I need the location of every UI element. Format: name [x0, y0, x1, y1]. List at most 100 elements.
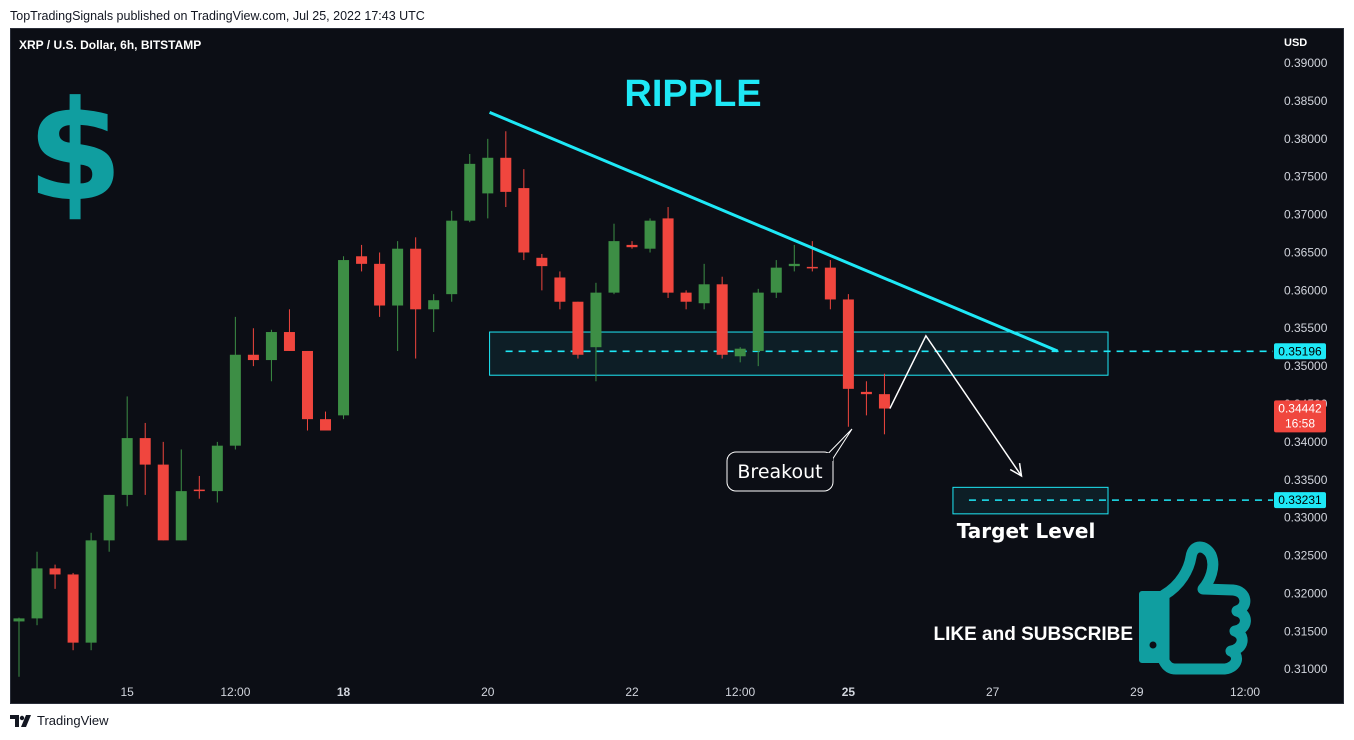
- candle-body: [554, 277, 566, 302]
- dollar-sign-icon: $: [27, 71, 123, 232]
- candle: [806, 241, 818, 272]
- candle-body: [392, 248, 404, 306]
- candle: [500, 131, 512, 208]
- candle-body: [626, 244, 638, 248]
- candle-body: [500, 157, 512, 192]
- candle-body: [31, 568, 43, 619]
- y-tick-label: 0.34000: [1284, 435, 1328, 449]
- candle: [464, 154, 476, 223]
- symbol-label: XRP / U.S. Dollar, 6h, BITSTAMP: [19, 38, 201, 52]
- candle: [13, 617, 25, 677]
- candle-body: [482, 157, 494, 194]
- chart-area[interactable]: $ RIPPLE XRP / U.S. Dollar, 6h, BITSTAMP…: [10, 28, 1344, 704]
- countdown-label: 16:58: [1285, 416, 1315, 430]
- projection-path: [889, 334, 1023, 477]
- y-tick-label: 0.37500: [1284, 170, 1328, 184]
- candle: [734, 347, 746, 363]
- y-tick-label: 0.36500: [1284, 245, 1328, 259]
- y-tick-label: 0.31500: [1284, 624, 1328, 638]
- currency-label: USD: [1284, 37, 1307, 49]
- target-zone: [952, 486, 1109, 515]
- candle-body: [806, 266, 818, 269]
- candle: [356, 244, 368, 272]
- tradingview-footer[interactable]: TradingView: [10, 713, 109, 728]
- candle: [680, 290, 692, 310]
- candle: [842, 294, 854, 427]
- candle: [374, 252, 386, 317]
- candle-body: [139, 438, 151, 465]
- candle: [320, 411, 332, 431]
- y-tick-label: 0.32500: [1284, 549, 1328, 563]
- candle: [752, 288, 764, 367]
- y-tick-label: 0.31000: [1284, 662, 1328, 676]
- candle: [554, 271, 566, 310]
- candle-body: [878, 394, 890, 409]
- candlestick-chart[interactable]: $ RIPPLE XRP / U.S. Dollar, 6h, BITSTAMP…: [11, 29, 1344, 704]
- candle: [31, 551, 43, 626]
- candle-body: [428, 300, 440, 310]
- y-tick-label: 0.32000: [1284, 586, 1328, 600]
- y-tick-label: 0.38000: [1284, 132, 1328, 146]
- candle: [265, 329, 277, 382]
- y-tick-label: 0.36000: [1284, 283, 1328, 297]
- x-tick-label: 15: [121, 685, 135, 699]
- candle-body: [193, 489, 205, 492]
- candle-body: [320, 419, 332, 431]
- candle: [211, 441, 223, 503]
- candle-body: [338, 260, 350, 416]
- x-tick-label: 12:00: [725, 685, 755, 699]
- candle: [139, 422, 151, 495]
- candle-body: [662, 218, 674, 293]
- price-label: 0.33231: [1278, 493, 1322, 507]
- candle: [428, 294, 440, 333]
- candle-body: [13, 618, 25, 622]
- candle: [536, 254, 548, 291]
- candle-body: [698, 284, 710, 304]
- candle-body: [788, 263, 800, 267]
- candles-layer: [13, 131, 890, 677]
- candle: [103, 494, 115, 552]
- candle-body: [175, 491, 187, 541]
- x-tick-label: 18: [337, 685, 351, 699]
- candle: [518, 169, 530, 261]
- descending-trendline: [489, 110, 1059, 353]
- price-label: 0.35196: [1278, 344, 1322, 358]
- candle: [229, 316, 241, 450]
- candle-body: [85, 540, 97, 643]
- candle: [626, 241, 638, 249]
- candle-body: [67, 574, 79, 643]
- candle: [283, 309, 295, 351]
- candle: [572, 301, 584, 359]
- y-tick-label: 0.33000: [1284, 511, 1328, 525]
- candle-body: [247, 354, 259, 361]
- candle: [301, 350, 313, 431]
- current-price-box: [1274, 400, 1326, 433]
- candle-body: [356, 256, 368, 264]
- lines-layer: [489, 110, 1059, 478]
- candle-body: [536, 257, 548, 267]
- candle-body: [608, 241, 620, 293]
- candle: [67, 572, 79, 651]
- candle-body: [464, 163, 476, 221]
- candle: [878, 373, 890, 435]
- price-axis: 0.39000 0.38500 0.38000 0.37500 0.37000 0.365…: [1284, 56, 1328, 676]
- candle: [662, 207, 674, 298]
- candle-body: [572, 301, 584, 355]
- candle: [590, 282, 602, 382]
- x-tick-label: 27: [986, 685, 1000, 699]
- projection-arrowhead: [1009, 463, 1023, 478]
- candle: [770, 260, 782, 298]
- candle-body: [103, 494, 115, 541]
- x-tick-label: 22: [625, 685, 639, 699]
- candle-body: [121, 438, 133, 495]
- candle: [85, 532, 97, 651]
- candle: [121, 396, 133, 507]
- candle: [608, 223, 620, 295]
- candle-body: [590, 292, 602, 348]
- thumbs-up-icon: [1139, 541, 1251, 675]
- y-tick-label: 0.35500: [1284, 321, 1328, 335]
- candle-body: [824, 267, 836, 300]
- like-subscribe-text: LIKE and SUBSCRIBE: [933, 624, 1133, 645]
- candle: [824, 260, 836, 310]
